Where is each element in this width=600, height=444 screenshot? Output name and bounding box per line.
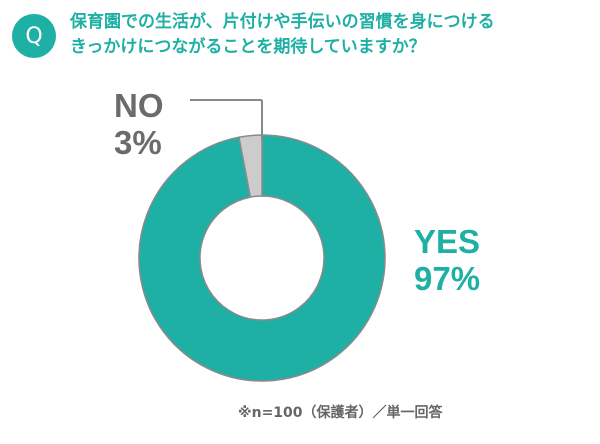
slice-value-yes: 97% [414, 259, 481, 297]
slice-name-yes: YES [414, 223, 481, 260]
slice-label-no: NO 3% [114, 87, 164, 162]
footnote: ※n=100（保護者）／単一回答 [238, 405, 443, 421]
chart-slices [138, 134, 386, 382]
question-line-2: きっかけにつながることを期待していますか？ [70, 37, 426, 57]
slice-yes [138, 134, 386, 382]
slice-value-no: 3% [114, 123, 162, 161]
slice-name-no: NO [114, 87, 164, 124]
question-line-1: 保育園での生活が、片付けや手伝いの習慣を身につける [70, 12, 495, 32]
slice-label-yes: YES 97% [414, 223, 481, 298]
question-text: 保育園での生活が、片付けや手伝いの習慣を身につける きっかけにつながることを期待… [70, 10, 590, 60]
question-badge: Q [12, 14, 56, 58]
slice-no [238, 134, 263, 198]
